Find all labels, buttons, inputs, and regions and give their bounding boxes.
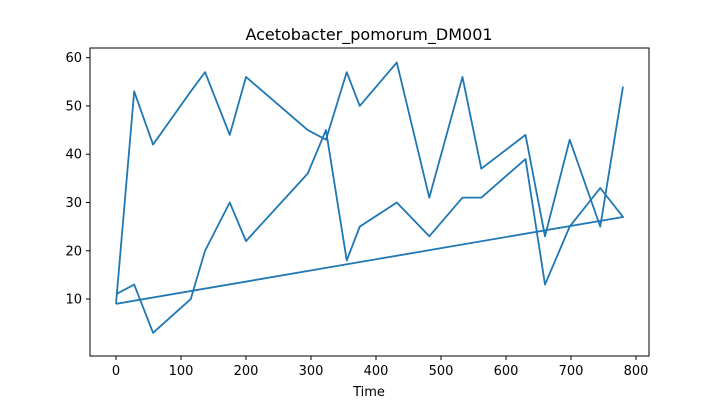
x-tick-label: 700: [559, 364, 584, 379]
y-tick-label: 50: [65, 99, 82, 114]
x-tick-label: 800: [624, 364, 649, 379]
series-line-2: [115, 61, 624, 304]
y-tick-label: 40: [65, 148, 82, 163]
x-tick-label: 300: [299, 364, 324, 379]
y-tick-label: 60: [65, 51, 82, 66]
x-tick-label: 200: [234, 364, 259, 379]
x-tick-label: 500: [429, 364, 454, 379]
x-tick-label: 600: [494, 364, 519, 379]
y-tick-label: 10: [65, 293, 82, 308]
plot-frame: [89, 47, 650, 357]
x-axis-label: Time: [352, 385, 385, 400]
x-tick-label: 100: [169, 364, 194, 379]
ticks-layer: 0 100 200 300 400 500 600 700 800 10 20 30 40 50 60: [65, 51, 648, 379]
y-tick-label: 30: [65, 196, 82, 211]
y-tick-label: 20: [65, 244, 82, 259]
x-tick-label: 400: [364, 364, 389, 379]
series-line-1: [115, 129, 624, 334]
series-layer: [115, 61, 624, 334]
x-tick-label: 0: [112, 364, 120, 379]
chart-title: Acetobacter_pomorum_DM001: [245, 25, 492, 45]
